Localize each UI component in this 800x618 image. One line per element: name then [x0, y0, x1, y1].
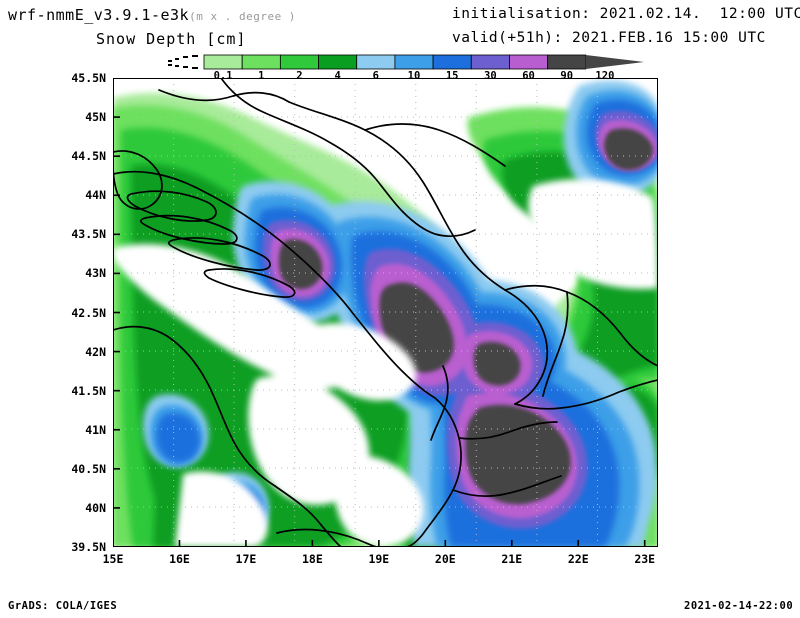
- render-timestamp: 2021-02-14-22:00: [684, 600, 794, 612]
- x-axis-tick-label: 15E: [102, 552, 124, 566]
- colorbar-tick-label: 2: [296, 70, 302, 80]
- colorbar: 0.1 1 2 4 6 10 15 30 60 90 120: [160, 52, 680, 80]
- x-axis-tick-label: 17E: [235, 552, 257, 566]
- initialisation-time: initialisation: 2021.02.14. 12:00 UTC: [452, 6, 800, 22]
- y-axis-tick-label: 41.5N: [71, 383, 106, 398]
- y-axis-tick-label: 43.5N: [71, 227, 106, 242]
- colorbar-tick-label: 120: [595, 70, 614, 80]
- colorbar-tick-label: 10: [408, 70, 421, 80]
- model-title: wrf-nmmE_v3.9.1-e3k(m x . degree ): [8, 6, 296, 24]
- colorbar-tick-label: 30: [484, 70, 497, 80]
- colorbar-swatches: [203, 54, 644, 70]
- x-axis-tick-label: 20E: [434, 552, 456, 566]
- colorbar-swatch: [203, 54, 243, 70]
- map-gridlines: [113, 78, 658, 547]
- y-axis-tick-label: 42.5N: [71, 305, 106, 320]
- snow-depth-map: [113, 78, 658, 547]
- valid-time: valid(+51h): 2021.FEB.16 15:00 UTC: [452, 30, 766, 46]
- colorbar-tick-label: 4: [334, 70, 340, 80]
- colorbar-tick-labels: 0.1 1 2 4 6 10 15 30 60 90 120: [214, 70, 615, 80]
- colorbar-swatch: [432, 54, 472, 70]
- y-axis-tick-label: 44N: [85, 188, 106, 203]
- x-axis-tick-label: 22E: [567, 552, 589, 566]
- y-axis-tick-label: 40N: [85, 500, 106, 515]
- colorbar-svg: 0.1 1 2 4 6 10 15 30 60 90 120: [168, 54, 644, 80]
- colorbar-tick-label: 6: [373, 70, 379, 80]
- colorbar-swatch: [356, 54, 396, 70]
- colorbar-swatch: [470, 54, 510, 70]
- x-axis-tick-label: 23E: [634, 552, 656, 566]
- snow-depth-field: [113, 78, 658, 547]
- colorbar-swatch: [547, 54, 587, 70]
- y-axis-tick-label: 40.5N: [71, 461, 106, 476]
- x-axis-tick-label: 18E: [301, 552, 323, 566]
- colorbar-tick-label: 0.1: [214, 70, 233, 80]
- colorbar-tick-label: 60: [522, 70, 535, 80]
- colorbar-swatch: [241, 54, 281, 70]
- model-title-text: wrf-nmmE_v3.9.1-e3k: [8, 6, 190, 24]
- colorbar-tick-label: 15: [446, 70, 459, 80]
- colorbar-over-arrow: [585, 55, 644, 69]
- y-axis-tick-label: 43N: [85, 266, 106, 281]
- grads-credit: GrADS: COLA/IGES: [8, 600, 118, 612]
- colorbar-swatch: [394, 54, 434, 70]
- colorbar-tick-label: 90: [560, 70, 573, 80]
- colorbar-swatch: [318, 54, 358, 70]
- coastlines-and-borders: [113, 78, 658, 547]
- x-axis-tick-label: 19E: [368, 552, 390, 566]
- x-axis-tick-label: 16E: [169, 552, 190, 566]
- y-axis-tick-label: 41N: [85, 422, 106, 437]
- map-plot-area: [113, 78, 658, 547]
- y-axis-tick-label: 45.5N: [71, 71, 106, 85]
- contour-band-120: [278, 128, 653, 505]
- x-axis-tick-label: 21E: [501, 552, 523, 566]
- colorbar-swatch: [509, 54, 549, 70]
- axis-tick-marks: [113, 78, 646, 547]
- y-axis-tick-label: 42N: [85, 344, 106, 359]
- model-units-text: (m x . degree ): [189, 10, 296, 23]
- y-axis-tick-label: 45N: [85, 110, 106, 125]
- colorbar-under-arrow: [168, 55, 198, 69]
- field-title: Snow Depth [cm]: [96, 30, 247, 48]
- colorbar-tick-label: 1: [258, 70, 264, 80]
- colorbar-swatch: [279, 54, 319, 70]
- y-axis-tick-label: 39.5N: [71, 540, 106, 554]
- y-axis-tick-label: 44.5N: [71, 149, 106, 164]
